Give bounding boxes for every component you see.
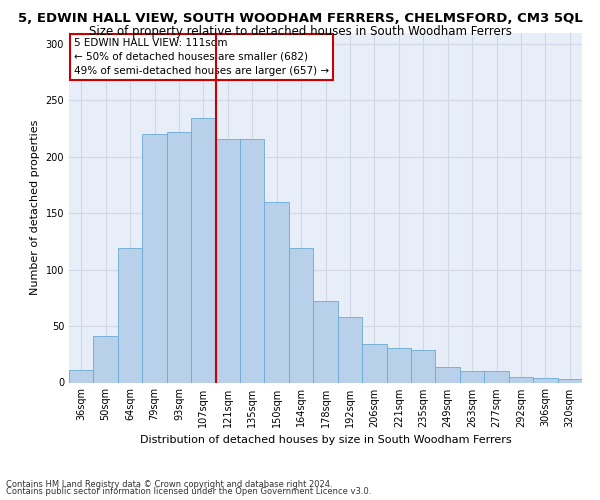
Text: 5, EDWIN HALL VIEW, SOUTH WOODHAM FERRERS, CHELMSFORD, CM3 5QL: 5, EDWIN HALL VIEW, SOUTH WOODHAM FERRER… [17,12,583,24]
Bar [240,138,265,382]
Bar [436,366,460,382]
Bar [338,317,362,382]
Bar [167,132,191,382]
Bar [460,371,484,382]
X-axis label: Distribution of detached houses by size in South Woodham Ferrers: Distribution of detached houses by size … [140,435,511,445]
Bar [215,138,240,382]
Y-axis label: Number of detached properties: Number of detached properties [30,120,40,295]
Bar [411,350,436,382]
Bar [362,344,386,383]
Bar [557,379,582,382]
Bar [265,202,289,382]
Bar [94,336,118,382]
Text: Contains HM Land Registry data © Crown copyright and database right 2024.: Contains HM Land Registry data © Crown c… [6,480,332,489]
Bar [533,378,557,382]
Bar [484,371,509,382]
Bar [313,301,338,382]
Text: Size of property relative to detached houses in South Woodham Ferrers: Size of property relative to detached ho… [89,25,511,38]
Bar [69,370,94,382]
Bar [386,348,411,382]
Bar [118,248,142,382]
Bar [509,377,533,382]
Bar [191,118,215,382]
Bar [289,248,313,382]
Text: Contains public sector information licensed under the Open Government Licence v3: Contains public sector information licen… [6,488,371,496]
Bar [142,134,167,382]
Text: 5 EDWIN HALL VIEW: 111sqm
← 50% of detached houses are smaller (682)
49% of semi: 5 EDWIN HALL VIEW: 111sqm ← 50% of detac… [74,38,329,76]
